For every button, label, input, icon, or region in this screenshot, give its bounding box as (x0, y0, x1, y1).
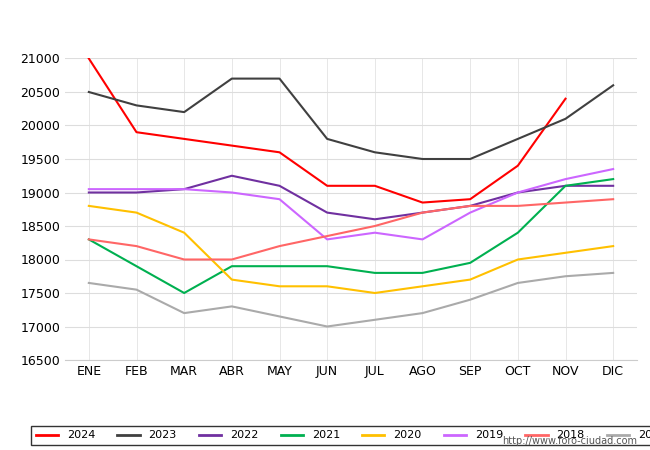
Legend: 2024, 2023, 2022, 2021, 2020, 2019, 2018, 2017: 2024, 2023, 2022, 2021, 2020, 2019, 2018… (31, 426, 650, 445)
Text: Afiliados en Vila-real a 30/11/2024: Afiliados en Vila-real a 30/11/2024 (170, 18, 480, 36)
Text: http://www.foro-ciudad.com: http://www.foro-ciudad.com (502, 436, 637, 446)
